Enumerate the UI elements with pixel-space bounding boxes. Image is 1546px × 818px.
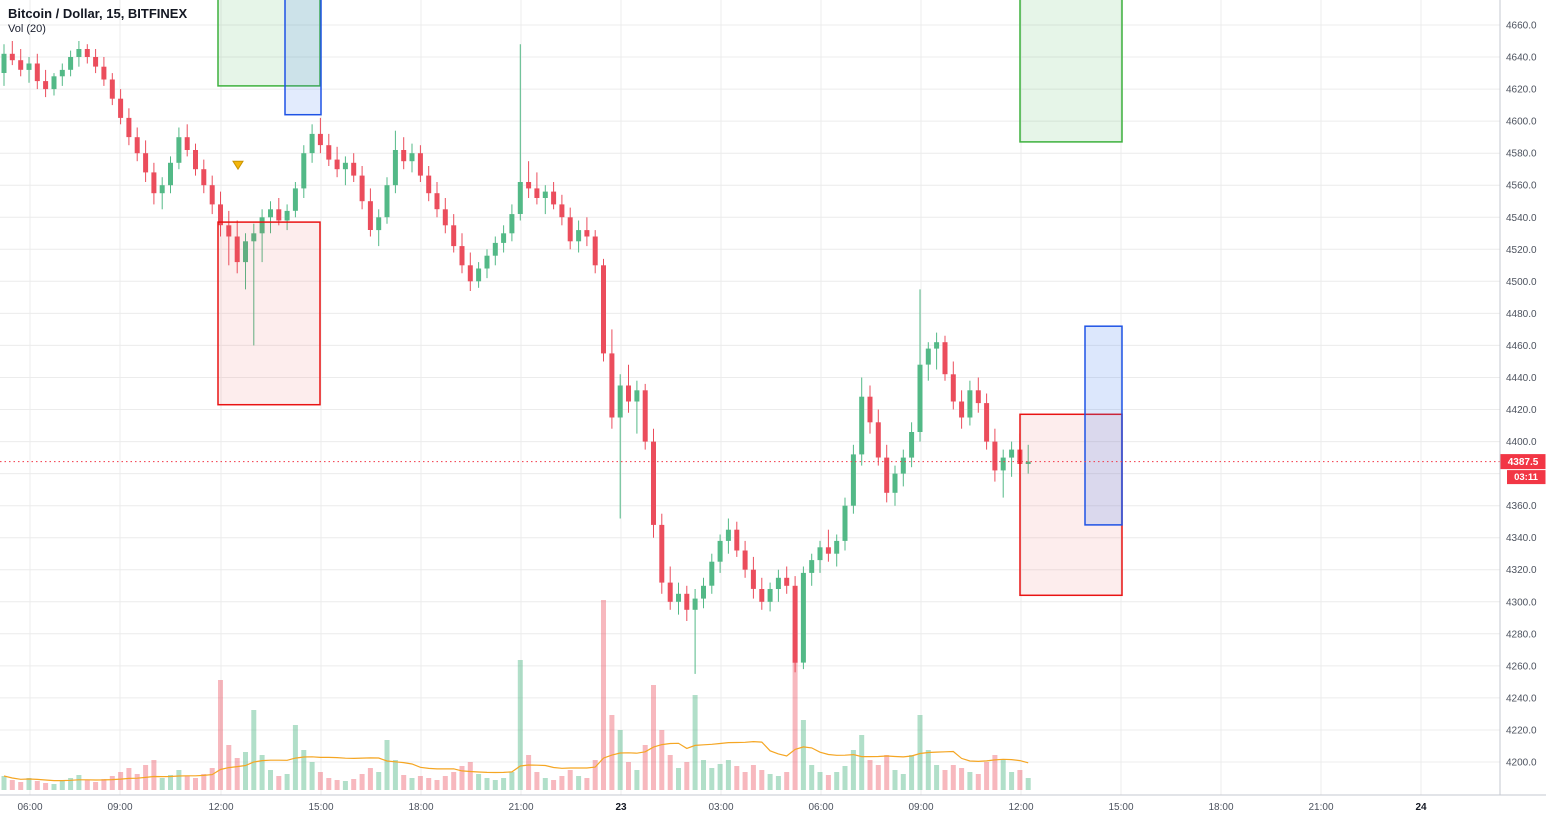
volume-indicator-label[interactable]: Vol (20)	[8, 23, 46, 35]
svg-text:21:00: 21:00	[1308, 802, 1333, 813]
svg-text:12:00: 12:00	[208, 802, 233, 813]
svg-text:09:00: 09:00	[107, 802, 132, 813]
chart-legend: Bitcoin / Dollar, 15, BITFINEX Vol (20)	[8, 5, 187, 37]
svg-text:4440.0: 4440.0	[1506, 373, 1537, 384]
svg-text:4320.0: 4320.0	[1506, 565, 1537, 576]
svg-text:18:00: 18:00	[408, 802, 433, 813]
svg-text:4640.0: 4640.0	[1506, 53, 1537, 64]
svg-text:4360.0: 4360.0	[1506, 501, 1537, 512]
svg-text:4500.0: 4500.0	[1506, 277, 1537, 288]
price-axis[interactable]: 4660.0 4640.0 4620.0 4600.0 4580.0 4560.0 4540…	[1506, 21, 1537, 769]
axis-borders	[0, 0, 1546, 796]
svg-text:4480.0: 4480.0	[1506, 309, 1537, 320]
svg-text:06:00: 06:00	[808, 802, 833, 813]
svg-text:4387.5: 4387.5	[1508, 457, 1539, 468]
svg-text:4580.0: 4580.0	[1506, 149, 1537, 160]
svg-text:4460.0: 4460.0	[1506, 341, 1537, 352]
svg-text:4560.0: 4560.0	[1506, 181, 1537, 192]
svg-text:4220.0: 4220.0	[1506, 726, 1537, 737]
svg-text:4280.0: 4280.0	[1506, 629, 1537, 640]
svg-text:4300.0: 4300.0	[1506, 597, 1537, 608]
svg-text:24: 24	[1415, 802, 1427, 813]
volume-ma-line	[3, 740, 1029, 782]
svg-text:18:00: 18:00	[1208, 802, 1233, 813]
svg-text:15:00: 15:00	[308, 802, 333, 813]
svg-text:4540.0: 4540.0	[1506, 213, 1537, 224]
svg-text:4520.0: 4520.0	[1506, 245, 1537, 256]
candles-layer	[1, 41, 1031, 674]
sell-marker-icon[interactable]	[232, 160, 244, 171]
svg-text:03:11: 03:11	[1514, 472, 1538, 483]
svg-text:21:00: 21:00	[508, 802, 533, 813]
grid-layer	[0, 0, 1500, 795]
svg-text:4420.0: 4420.0	[1506, 405, 1537, 416]
svg-text:09:00: 09:00	[908, 802, 933, 813]
svg-text:12:00: 12:00	[1008, 802, 1033, 813]
price-axis-label: 4387.5 03:11	[1500, 454, 1546, 485]
symbol-title[interactable]: Bitcoin / Dollar, 15, BITFINEX	[8, 6, 188, 21]
time-axis[interactable]: 06:00 09:00 12:00 15:00 18:00 21:00 23 03:00 06:…	[17, 802, 1427, 813]
svg-text:23: 23	[615, 802, 627, 813]
svg-text:03:00: 03:00	[708, 802, 733, 813]
svg-text:4400.0: 4400.0	[1506, 437, 1537, 448]
svg-text:4260.0: 4260.0	[1506, 661, 1537, 672]
svg-text:4340.0: 4340.0	[1506, 533, 1537, 544]
svg-text:4240.0: 4240.0	[1506, 693, 1537, 704]
svg-text:06:00: 06:00	[17, 802, 42, 813]
svg-text:4660.0: 4660.0	[1506, 21, 1537, 32]
drawing-rectangles[interactable]	[217, 0, 1123, 597]
svg-text:15:00: 15:00	[1108, 802, 1133, 813]
svg-text:4620.0: 4620.0	[1506, 85, 1537, 96]
svg-text:4600.0: 4600.0	[1506, 117, 1537, 128]
svg-text:4200.0: 4200.0	[1506, 758, 1537, 769]
